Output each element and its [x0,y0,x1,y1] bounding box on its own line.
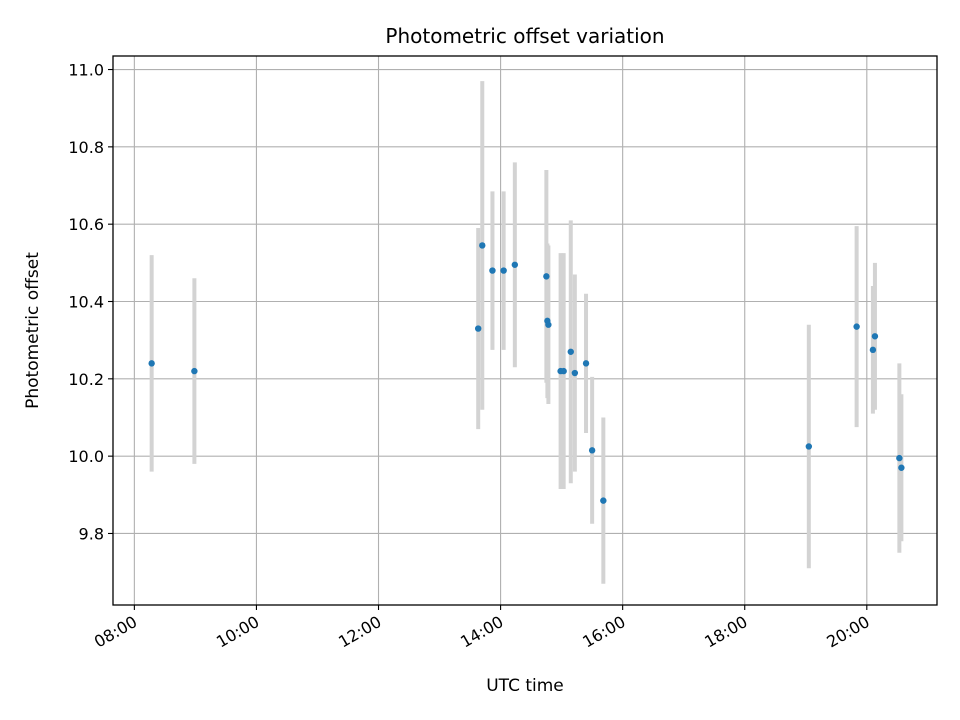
chart-title: Photometric offset variation [385,24,664,48]
data-points [148,242,905,504]
data-point [571,369,579,377]
data-point [582,360,590,367]
y-tick-label: 10.8 [68,138,104,157]
data-point [871,333,879,340]
data-point [898,464,905,471]
data-point [500,267,507,274]
data-point [560,367,567,375]
y-axis-label: Photometric offset [23,252,43,409]
y-tick-label: 11.0 [68,61,104,80]
y-tick-label: 9.8 [79,524,104,543]
y-tick-label: 10.6 [68,215,104,234]
data-point [896,454,903,462]
data-point [853,323,860,330]
y-tick-label: 10.4 [68,293,104,312]
data-point [545,321,552,328]
data-point [191,367,198,375]
data-point [600,497,607,504]
y-tick-label: 10.0 [68,447,104,466]
data-point [489,267,496,274]
data-point [511,261,519,268]
data-point [869,346,877,354]
plot-frame [112,55,938,606]
y-tick-label: 10.2 [68,370,104,389]
data-point [475,325,482,332]
grid [113,56,937,605]
x-axis-label: UTC time [486,676,564,696]
data-point [588,447,596,454]
data-point [479,242,486,249]
data-point [805,443,813,450]
y-axis-ticks: 9.8 10.0 10.2 10.4 10.6 10.8 11.0 [68,61,113,543]
data-point [543,273,550,280]
data-point [567,348,574,355]
data-point [148,360,155,367]
